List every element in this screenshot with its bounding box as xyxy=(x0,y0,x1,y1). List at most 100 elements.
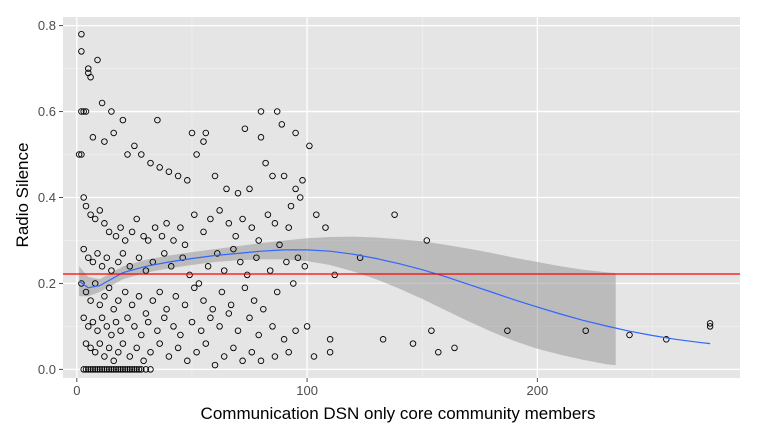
data-point xyxy=(257,134,265,141)
data-point xyxy=(255,331,262,339)
data-point xyxy=(200,138,207,145)
data-point xyxy=(181,241,189,249)
data-point xyxy=(103,366,111,373)
data-point xyxy=(435,348,442,356)
data-point xyxy=(582,327,589,334)
y-tick-label: 0.8 xyxy=(38,18,56,33)
data-point xyxy=(117,327,124,334)
data-point xyxy=(80,108,87,115)
data-point xyxy=(87,366,94,373)
data-point xyxy=(248,224,256,231)
data-point xyxy=(135,254,143,261)
data-point xyxy=(174,172,182,180)
data-point xyxy=(269,323,276,330)
data-point xyxy=(257,108,265,115)
data-point xyxy=(138,331,145,339)
data-point xyxy=(128,301,136,309)
data-point xyxy=(172,293,180,300)
data-point xyxy=(177,224,184,231)
data-point xyxy=(285,348,292,356)
data-point xyxy=(128,366,136,373)
data-point xyxy=(290,280,297,287)
data-point xyxy=(257,357,265,365)
data-point xyxy=(170,323,177,330)
data-point xyxy=(243,271,251,279)
data-point xyxy=(310,353,318,360)
data-point xyxy=(87,211,94,218)
data-point xyxy=(292,129,299,137)
data-point xyxy=(271,220,279,227)
data-point xyxy=(234,327,242,334)
data-point xyxy=(255,237,262,244)
data-point xyxy=(91,366,99,373)
data-point xyxy=(124,366,131,373)
data-point xyxy=(135,293,143,300)
data-point xyxy=(280,336,288,343)
data-point xyxy=(280,172,288,180)
data-point xyxy=(241,125,249,132)
data-point xyxy=(207,215,214,223)
data-point xyxy=(200,297,207,304)
confidence-band xyxy=(79,236,616,366)
data-point xyxy=(227,301,235,309)
data-point xyxy=(119,340,127,347)
data-point xyxy=(326,336,334,343)
data-point xyxy=(200,228,207,236)
data-point xyxy=(230,344,237,352)
y-tick-label: 0.6 xyxy=(38,104,56,119)
smooth-line xyxy=(78,249,711,345)
data-point xyxy=(241,284,249,292)
data-point xyxy=(193,348,200,356)
data-point xyxy=(264,211,272,218)
data-point xyxy=(124,314,131,322)
data-point xyxy=(85,366,92,373)
data-point xyxy=(105,344,113,352)
data-point xyxy=(96,366,104,373)
data-point xyxy=(115,348,122,356)
confidence-band-layer xyxy=(79,236,616,366)
data-point xyxy=(121,237,129,244)
data-point xyxy=(115,258,122,266)
data-point xyxy=(409,340,417,347)
data-point xyxy=(119,366,127,373)
data-point xyxy=(126,366,134,373)
data-point xyxy=(165,168,173,175)
data-point xyxy=(220,353,228,360)
data-point xyxy=(165,353,173,360)
data-point xyxy=(103,254,111,261)
axes-layer: 0 100 200 0.0 0.2 0.4 0.6 0.8 xyxy=(38,18,548,398)
data-point xyxy=(239,215,246,223)
data-point xyxy=(156,288,163,296)
data-point xyxy=(271,353,279,360)
data-point xyxy=(211,172,219,180)
data-point xyxy=(322,224,329,231)
data-point xyxy=(89,366,97,373)
data-point xyxy=(108,366,115,373)
data-point xyxy=(260,305,267,313)
data-point xyxy=(154,116,161,124)
x-tick-label: 200 xyxy=(527,383,549,398)
data-point xyxy=(303,323,311,330)
data-point xyxy=(207,314,214,322)
data-point xyxy=(98,366,106,373)
data-point xyxy=(283,258,290,266)
data-point xyxy=(128,228,136,236)
data-point xyxy=(273,288,281,296)
data-point xyxy=(82,366,90,373)
data-point xyxy=(80,194,87,201)
data-point xyxy=(94,250,101,257)
data-point xyxy=(96,207,104,214)
data-point xyxy=(278,121,286,128)
data-point xyxy=(663,336,670,343)
data-point xyxy=(294,254,302,261)
data-point xyxy=(223,185,230,193)
data-point xyxy=(161,314,168,322)
data-point xyxy=(204,263,212,270)
data-point xyxy=(108,108,115,115)
data-point xyxy=(299,177,306,184)
data-point xyxy=(89,258,97,266)
data-point xyxy=(306,142,313,150)
data-point xyxy=(75,151,83,158)
data-point xyxy=(87,344,94,352)
data-point xyxy=(225,220,233,227)
